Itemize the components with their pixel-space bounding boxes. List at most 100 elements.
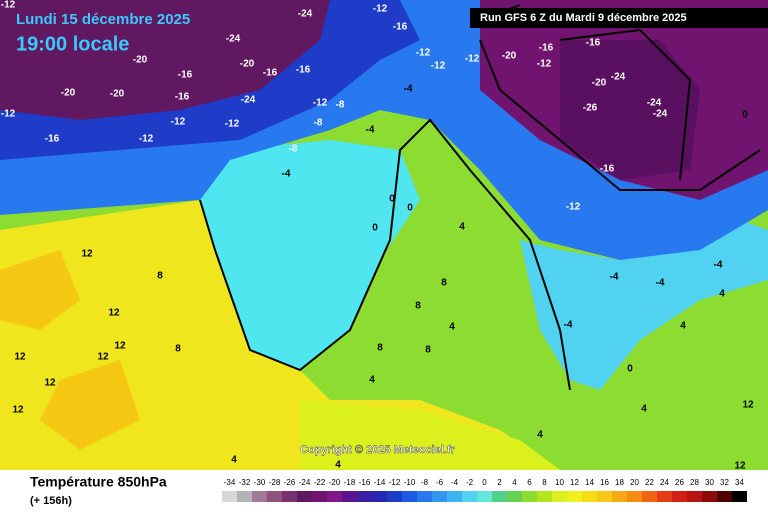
map-label: 4 [449,322,455,333]
map-label: -24 [298,9,313,20]
colorbar-swatch [717,491,732,502]
map-label: 4 [459,222,465,233]
colorbar-tick-label: -28 [269,478,281,487]
map-background [0,0,768,470]
colorbar-tick-label: 34 [735,478,744,487]
run-box [470,8,768,28]
date-label: Lundi 15 décembre 2025 [16,11,190,28]
map-label: 12 [734,461,746,472]
map-label: 4 [719,289,725,300]
map-label: -12 [465,54,480,65]
map-label: -20 [61,88,76,99]
colorbar-swatch [732,491,747,502]
map-label: 8 [441,278,447,289]
map-label: 8 [425,345,431,356]
colorbar-tick-label: -6 [436,478,444,487]
colorbar-tick-label: -14 [374,478,386,487]
colorbar-tick-label: 0 [482,478,487,487]
map-label: -4 [404,84,413,95]
map-label: -8 [336,100,345,111]
colorbar-swatch [537,491,552,502]
colorbar-tick-label: 30 [705,478,714,487]
map-label: 4 [537,430,543,441]
colorbar-swatch [267,491,282,502]
map-label: -20 [592,78,607,89]
colorbar-swatch [567,491,582,502]
map-label: -26 [583,103,598,114]
map-label: 12 [14,352,26,363]
colorbar-tick-label: -20 [329,478,341,487]
map-label: 8 [175,344,181,355]
copyright: Copyright © 2025 Meteociel.fr [300,444,456,456]
colorbar-tick-label: -34 [224,478,236,487]
map-label: 4 [369,375,375,386]
colorbar-tick-label: -30 [254,478,266,487]
colorbar-tick-label: -26 [284,478,296,487]
colorbar-tick-label: 8 [542,478,547,487]
colorbar-swatch [552,491,567,502]
map-label: -20 [110,89,125,100]
map-label: -4 [366,125,375,136]
map-label: -16 [393,22,408,33]
map-label: -20 [502,51,517,62]
colorbar-tick-label: -8 [421,478,429,487]
colorbar-swatch [612,491,627,502]
colorbar-swatch [492,491,507,502]
colorbar-swatch [297,491,312,502]
colorbar-swatch [657,491,672,502]
colorbar-swatch [702,491,717,502]
colorbar-swatch [462,491,477,502]
colorbar-swatch [642,491,657,502]
colorbar-swatch [222,491,237,502]
map-label: 0 [742,110,748,121]
footer-title: Température 850hPa [30,474,167,490]
colorbar-tick-label: -18 [344,478,356,487]
colorbar-swatch [312,491,327,502]
colorbar-swatch [687,491,702,502]
footer-lead: (+ 156h) [30,495,72,507]
colorbar-swatch [417,491,432,502]
map-label: -24 [226,34,241,45]
map-label: -16 [45,134,60,145]
colorbar-tick-label: 12 [570,478,579,487]
map-label: -24 [653,109,668,120]
colorbar-swatch [372,491,387,502]
map-label: -8 [314,118,323,129]
colorbar-swatch [327,491,342,502]
map-label: -16 [175,92,190,103]
map-label: -24 [611,72,626,83]
colorbar-swatch [447,491,462,502]
colorbar-swatch [432,491,447,502]
colorbar-tick-label: 28 [690,478,699,487]
map-label: 8 [157,271,163,282]
map-label: 0 [407,203,413,214]
map-label: -12 [225,119,240,130]
map-label: -12 [1,0,16,11]
colorbar-swatch [342,491,357,502]
colorbar-tick-label: -12 [389,478,401,487]
colorbar-tick-label: -22 [314,478,326,487]
map-label: 0 [372,223,378,234]
map-label: -12 [373,4,388,15]
map-label: -16 [178,70,193,81]
map-label: 4 [335,460,341,471]
colorbar-tick-label: 2 [497,478,502,487]
map-label: -16 [586,38,601,49]
map-label: 0 [627,364,633,375]
map-label: 4 [231,455,237,466]
colorbar-tick-label: -24 [299,478,311,487]
map-label: 12 [742,400,754,411]
map-label: 4 [680,321,686,332]
map-label: -4 [656,278,665,289]
colorbar-tick-label: 14 [585,478,594,487]
colorbar-tick-label: 24 [660,478,669,487]
map-label: 8 [415,301,421,312]
map-label: -20 [133,55,148,66]
colorbar-swatch [627,491,642,502]
colorbar-tick-label: 20 [630,478,639,487]
map-label: -12 [416,48,431,59]
map-label: 12 [108,308,120,319]
colorbar-tick-label: -16 [359,478,371,487]
map-label: -12 [171,117,186,128]
